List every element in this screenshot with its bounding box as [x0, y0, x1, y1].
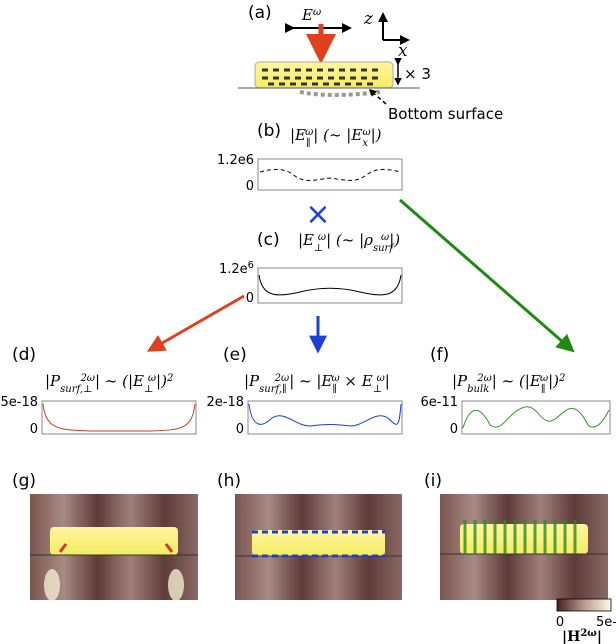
panel-label: (a): [248, 3, 272, 23]
curve: [259, 275, 401, 295]
superscript: ω: [331, 373, 339, 384]
plot-frame: [258, 268, 402, 303]
text-part: 1.2e: [219, 262, 248, 277]
subscript: ⊥: [314, 243, 323, 254]
superscript: ω: [540, 373, 548, 384]
subscript: ∥: [332, 383, 337, 395]
tick-label: 1.2e6: [219, 260, 254, 278]
formula: |E∥ω| (~ |Exω|): [290, 126, 382, 149]
text-part: |): [156, 372, 167, 390]
colorbar-tick: 0: [556, 615, 564, 630]
subscript: ⊥: [144, 384, 153, 395]
bottom-field: [300, 92, 380, 95]
curve: [463, 407, 609, 428]
text-part: |: [385, 372, 390, 390]
formula: |Pbulk2ω| ~ (|E∥ω|)2: [452, 372, 565, 395]
curve: [249, 404, 401, 426]
colorbar: [557, 599, 611, 611]
figure: (a) Eω z x × 3 Bottom surface (b) |E∥ω| …: [0, 0, 616, 644]
formula: |Psurf,⊥2ω| ~ (|E⊥ω|)2: [45, 372, 173, 395]
tick-label: 0: [236, 422, 244, 437]
text-part: |E: [290, 126, 306, 144]
tick-label: 0: [246, 179, 254, 194]
tick-label: 0: [30, 422, 38, 437]
plot-frame: [258, 159, 402, 190]
panel-label: (c): [257, 230, 280, 250]
panel-label: (b): [257, 121, 281, 141]
subscript: surf,⊥: [60, 384, 92, 395]
field-map: [235, 494, 402, 600]
subscript: surf,∥: [259, 383, 287, 395]
text-part: | (~ |ρ: [326, 231, 373, 249]
tick-label: 0: [246, 291, 254, 306]
superscript: ω: [362, 127, 370, 138]
formula: |Psurf,∥2ω| ~ |E∥ω × E⊥ω|: [244, 372, 390, 395]
colorbar-tick: 5e-: [596, 615, 616, 630]
text-part: |H: [562, 629, 580, 644]
panel-label: (d): [12, 345, 36, 365]
text-part: | (~ |E: [313, 126, 362, 144]
superscript: 2ω: [79, 373, 95, 384]
tick-label: 2e-18: [206, 395, 244, 410]
panel-label: (f): [430, 345, 449, 365]
subscript: ⊥: [373, 384, 382, 395]
text-part: |): [371, 126, 382, 144]
subscript: bulk: [467, 384, 489, 395]
text-part: |: [597, 629, 602, 644]
text-part: | ~ (|E: [95, 372, 144, 390]
text-part: |): [389, 231, 400, 249]
superscript: ω: [318, 232, 326, 243]
subscript: ∥: [541, 383, 546, 395]
plot-frame: [462, 401, 610, 434]
curve: [43, 404, 195, 431]
superscript: ω: [313, 7, 321, 18]
panel-label: (e): [223, 345, 247, 365]
times-symbol: ×: [305, 197, 330, 232]
superscript: ω: [377, 373, 385, 384]
arrow: [400, 200, 572, 350]
tick-label: 0: [450, 422, 458, 437]
curve: [260, 169, 400, 180]
text-part: |P: [45, 372, 61, 390]
field-label: Eω: [301, 6, 321, 24]
superscript: 2ω: [476, 373, 492, 384]
field-map: [30, 494, 198, 601]
axis-label: z: [363, 9, 374, 29]
superscript: 2ω: [274, 373, 290, 384]
tick-label: 5e-18: [0, 395, 38, 410]
text-part: |): [548, 372, 559, 390]
superscript: 2: [558, 373, 565, 384]
colorbar-label: |H2ω|: [562, 628, 602, 644]
superscript: 2ω: [580, 628, 597, 639]
superscript: 6: [248, 260, 254, 271]
text-part: × E: [340, 372, 373, 390]
text-part: E: [301, 6, 313, 24]
superscript: ω: [305, 127, 313, 138]
subscript: x: [362, 138, 368, 149]
tick-label: 1.2e6: [217, 153, 254, 168]
formula: |E⊥ω| (~ |ρsurfω|): [298, 231, 400, 254]
scale-label: × 3: [404, 65, 431, 83]
text-part: |P: [452, 372, 468, 390]
arrow: [150, 296, 244, 350]
panel-label: (h): [217, 471, 241, 491]
annotation: Bottom surface: [388, 105, 503, 123]
text-part: | ~ (|E: [492, 372, 541, 390]
tick-label: 6e-11: [420, 395, 458, 410]
subscript: ∥: [306, 137, 311, 149]
text-part: |P: [244, 372, 260, 390]
superscript: ω: [381, 232, 389, 243]
superscript: 2: [166, 373, 173, 384]
axis-label: x: [398, 41, 408, 61]
panel-label: (g): [12, 471, 36, 491]
panel-label: (i): [424, 471, 442, 491]
text-part: | ~ |E: [289, 372, 332, 390]
text-part: |E: [298, 231, 314, 249]
plot-frame: [248, 401, 402, 434]
superscript: ω: [148, 373, 156, 384]
field-map: [440, 494, 608, 600]
